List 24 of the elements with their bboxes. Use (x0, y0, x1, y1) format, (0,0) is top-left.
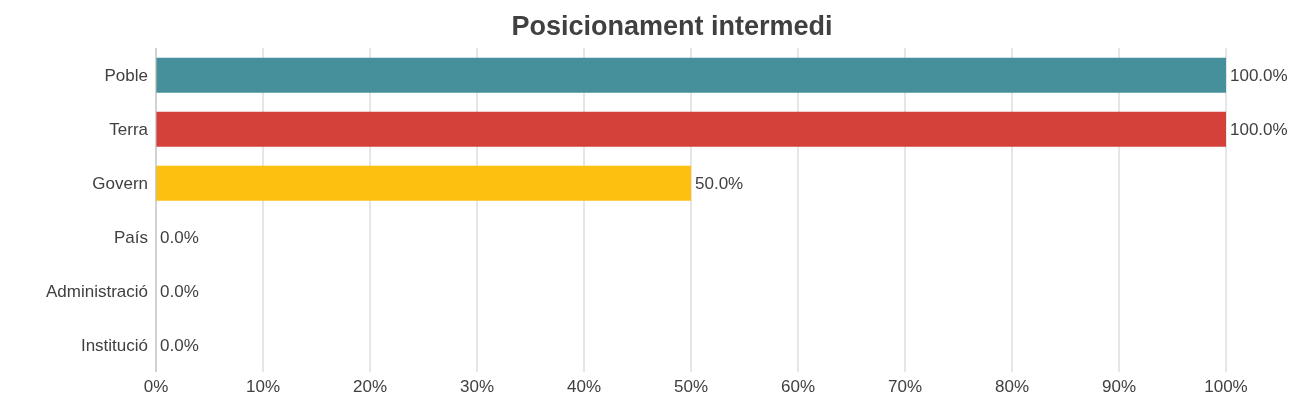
x-tick-label: 100% (1204, 377, 1248, 397)
x-tick-label: 70% (887, 377, 923, 397)
data-label: 100.0% (1230, 120, 1288, 140)
data-label: 0.0% (160, 282, 199, 302)
x-tick-label: 10% (245, 377, 281, 397)
x-tick-label: 0% (143, 377, 169, 397)
x-tick-label: 60% (780, 377, 816, 397)
data-label: 0.0% (160, 336, 199, 356)
data-label: 50.0% (695, 174, 744, 194)
y-tick-label: Administració (45, 282, 148, 302)
y-tick-label: País (113, 228, 148, 248)
chart-title: Posicionament intermedi (510, 10, 834, 43)
y-tick-label: Institució (80, 336, 148, 356)
x-tick-label: 80% (994, 377, 1030, 397)
y-tick-label: Poble (104, 66, 148, 86)
y-tick-label: Terra (109, 120, 149, 140)
x-tick-label: 90% (1101, 377, 1137, 397)
x-tick-label: 30% (459, 377, 495, 397)
x-tick-label: 50% (673, 377, 709, 397)
x-tick-label: 40% (566, 377, 602, 397)
data-label: 0.0% (160, 228, 199, 248)
x-tick-label: 20% (352, 377, 388, 397)
data-label: 100.0% (1230, 66, 1288, 86)
y-tick-label: Govern (92, 174, 148, 194)
